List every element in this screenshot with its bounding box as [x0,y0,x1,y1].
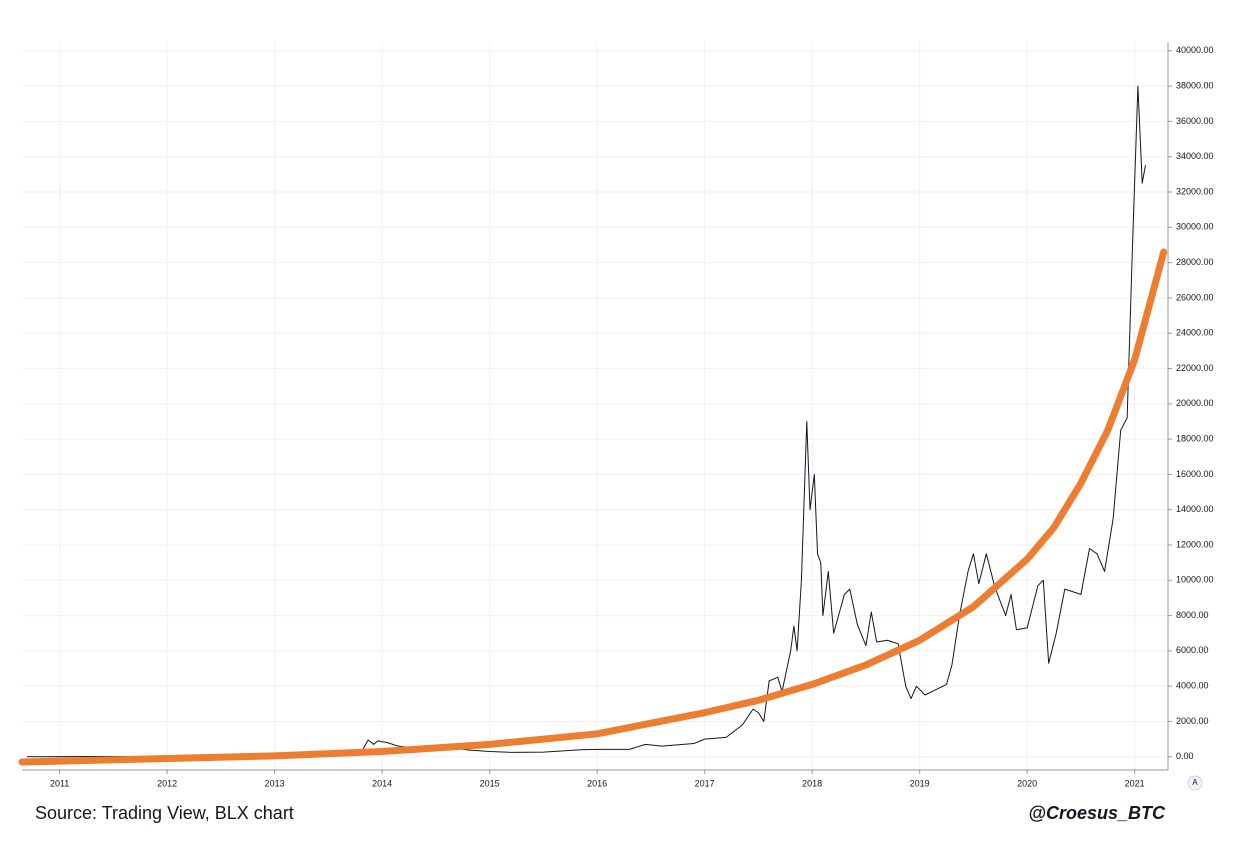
y-tick-label: 40000.00 [1176,45,1214,55]
y-tick-label: 38000.00 [1176,80,1214,90]
y-tick-label: 6000.00 [1176,645,1209,655]
y-tick-label: 10000.00 [1176,575,1214,585]
x-tick-label: 2020 [1017,778,1037,788]
y-tick-label: 28000.00 [1176,257,1214,267]
x-tick-label: 2013 [265,778,285,788]
x-tick-label: 2017 [695,778,715,788]
y-tick-label: 36000.00 [1176,116,1214,126]
credit: @Croesus_BTC [1028,803,1166,823]
x-tick-label: 2019 [910,778,930,788]
x-tick-label: 2014 [372,778,392,788]
y-tick-label: 16000.00 [1176,469,1214,479]
y-tick-label: 4000.00 [1176,681,1209,691]
y-tick-label: 8000.00 [1176,610,1209,620]
auto-scale-label[interactable]: A [1192,778,1198,787]
y-tick-label: 22000.00 [1176,363,1214,373]
y-tick-label: 30000.00 [1176,222,1214,232]
y-tick-label: 14000.00 [1176,504,1214,514]
price-line [18,248,1168,766]
x-tick-label: 2018 [802,778,822,788]
price-line [26,85,1146,758]
y-tick-label: 2000.00 [1176,716,1209,726]
x-tick-label: 2016 [587,778,607,788]
y-tick-label: 0.00 [1176,751,1194,761]
y-tick-label: 20000.00 [1176,398,1214,408]
y-tick-label: 12000.00 [1176,539,1214,549]
x-tick-label: 2011 [50,778,69,788]
y-tick-label: 18000.00 [1176,433,1214,443]
x-tick-label: 2021 [1125,778,1145,788]
y-tick-label: 26000.00 [1176,292,1214,302]
auto-scale-button[interactable] [1187,775,1203,791]
y-tick-label: 24000.00 [1176,328,1214,338]
x-tick-label: 2012 [157,778,177,788]
source-note: Source: Trading View, BLX chart [35,803,294,823]
y-tick-label: 32000.00 [1176,186,1214,196]
y-tick-label: 34000.00 [1176,151,1214,161]
x-tick-label: 2015 [480,778,500,788]
